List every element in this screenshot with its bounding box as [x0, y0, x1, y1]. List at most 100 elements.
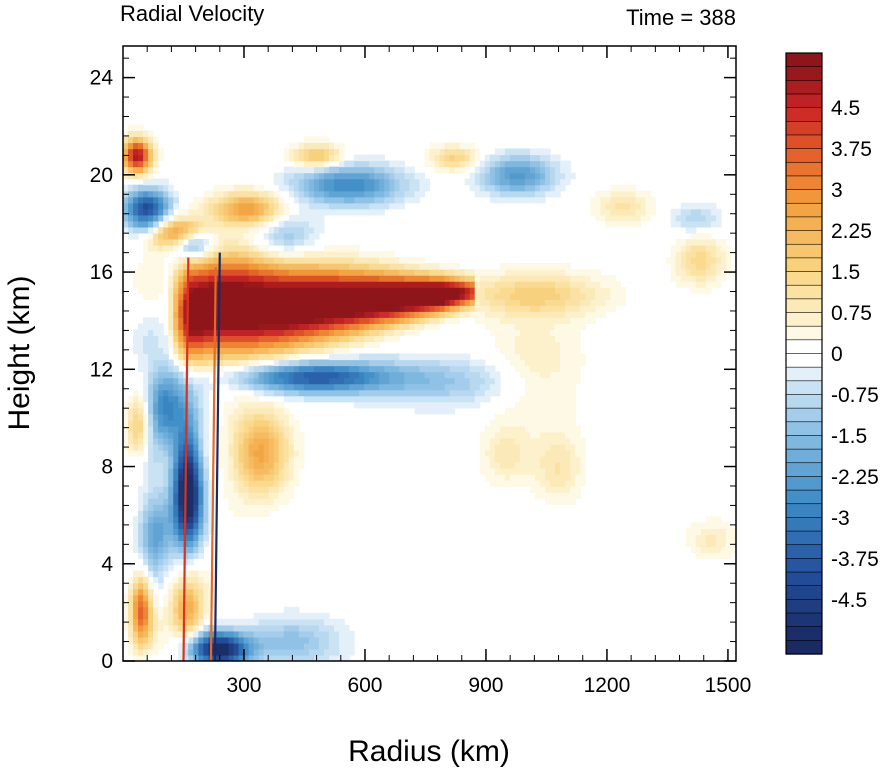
field-cell	[188, 269, 199, 276]
field-cell	[685, 263, 697, 270]
field-cell	[148, 588, 154, 596]
field-cell	[278, 456, 285, 463]
field-cell	[293, 431, 305, 439]
field-cell	[238, 371, 250, 379]
field-cell	[529, 365, 561, 373]
field-cell	[635, 196, 647, 204]
field-cell	[148, 238, 154, 246]
field-cell	[203, 251, 210, 258]
field-cell	[218, 443, 230, 451]
field-cell	[168, 558, 174, 566]
field-cell	[364, 269, 385, 276]
field-cell	[384, 269, 400, 276]
field-cell	[273, 359, 280, 367]
field-cell	[399, 305, 405, 312]
field-cell	[213, 654, 230, 661]
field-cell	[178, 269, 184, 276]
field-cell	[253, 449, 265, 457]
field-cell	[158, 190, 164, 198]
colorbar-label: -3.75	[831, 548, 879, 571]
field-cell	[444, 154, 451, 162]
field-cell	[268, 383, 280, 391]
field-cell	[329, 202, 370, 210]
field-cell	[399, 311, 405, 318]
field-cell	[354, 257, 380, 264]
field-cell	[173, 190, 179, 198]
field-cell	[233, 474, 240, 481]
field-cell	[253, 202, 260, 210]
field-cell	[459, 305, 466, 312]
field-cell	[399, 257, 426, 264]
field-cell	[434, 166, 451, 174]
colorbar-swatch	[785, 52, 823, 68]
field-cell	[439, 154, 446, 162]
field-cell	[153, 142, 159, 150]
field-cell	[545, 498, 576, 505]
field-cell	[283, 377, 290, 385]
field-cell	[238, 474, 245, 481]
field-cell	[193, 486, 199, 493]
field-cell	[203, 462, 210, 469]
field-cell	[560, 359, 586, 367]
field-cell	[308, 190, 315, 198]
field-cell	[595, 214, 606, 222]
field-cell	[203, 648, 210, 656]
field-cell	[318, 172, 325, 180]
field-cell	[198, 540, 204, 548]
field-cell	[173, 522, 179, 529]
field-cell	[364, 335, 375, 343]
field-cell	[494, 377, 501, 385]
field-cell	[725, 540, 736, 548]
field-cell	[218, 263, 250, 270]
field-cell	[258, 263, 270, 270]
field-cell	[178, 486, 184, 493]
field-cell	[138, 600, 144, 608]
field-cell	[128, 618, 134, 626]
field-cell	[283, 624, 300, 632]
field-cell	[218, 462, 230, 469]
time-label: Time = 388	[626, 5, 736, 30]
field-cell	[203, 449, 210, 457]
field-cell	[303, 190, 310, 198]
field-cell	[323, 618, 345, 626]
field-cell	[143, 540, 149, 548]
field-cell	[283, 166, 315, 174]
field-cell	[278, 431, 285, 439]
field-cell	[313, 196, 325, 204]
field-cell	[193, 383, 204, 391]
field-cell	[303, 232, 310, 240]
colorbar: 4.53.7532.251.50.750-0.75-1.5-2.25-3-3.7…	[785, 52, 879, 655]
field-cell	[560, 166, 571, 174]
field-cell	[193, 594, 199, 602]
field-cell	[148, 492, 159, 499]
field-cell	[344, 317, 355, 324]
field-cell	[258, 196, 265, 204]
field-cell	[148, 456, 154, 463]
field-cell	[268, 449, 275, 457]
field-cell	[499, 178, 511, 186]
field-cell	[268, 232, 275, 240]
field-cell	[364, 371, 375, 379]
field-cell	[288, 359, 300, 367]
y-tick-label: 0	[101, 650, 113, 673]
field-cell	[308, 148, 325, 156]
field-cell	[228, 474, 235, 481]
field-cell	[283, 365, 295, 373]
field-cell	[489, 383, 501, 391]
field-cell	[243, 232, 255, 240]
field-cell	[545, 166, 551, 174]
field-cell	[389, 172, 395, 180]
field-cell	[479, 443, 491, 451]
y-tick-label: 20	[90, 164, 113, 187]
field-cell	[138, 413, 144, 421]
field-cell	[198, 462, 204, 469]
field-cell	[158, 546, 164, 554]
field-cell	[178, 347, 184, 355]
field-cell	[268, 208, 275, 216]
field-cell	[153, 371, 159, 379]
field-cell	[710, 251, 717, 258]
eyewall-streak	[209, 267, 217, 661]
field-cell	[188, 558, 194, 566]
colorbar-swatch	[785, 80, 823, 95]
